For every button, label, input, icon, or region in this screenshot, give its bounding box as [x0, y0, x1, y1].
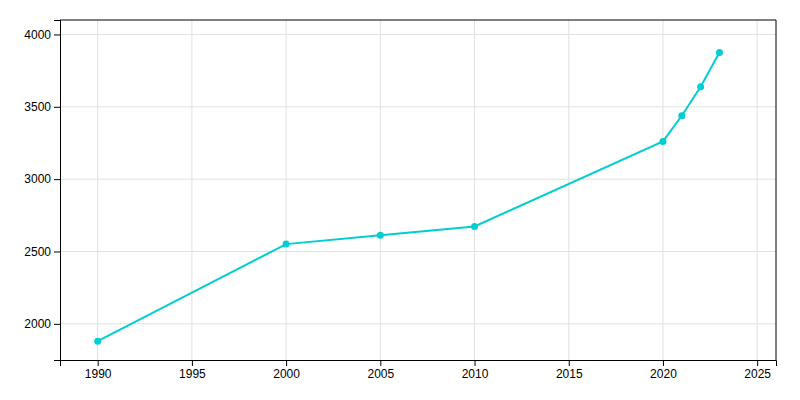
grid-line: [757, 20, 758, 360]
marker: [283, 241, 290, 248]
tick-label: 2020: [650, 367, 677, 381]
tick: 1995: [179, 360, 206, 381]
tick-mark: [475, 360, 476, 366]
tick: 2010: [462, 360, 489, 381]
tick-label: 2500: [24, 245, 51, 259]
tick-label: 3500: [24, 100, 51, 114]
tick: 2005: [367, 360, 394, 381]
axis-line: [61, 361, 777, 367]
line: [98, 52, 720, 341]
grid-line: [60, 251, 776, 252]
marks: [94, 49, 723, 345]
tick-label: 2005: [367, 367, 394, 381]
tick-mark: [569, 360, 570, 366]
marker: [471, 223, 478, 230]
tick-label: 1995: [179, 367, 206, 381]
frame-line: [60, 20, 776, 21]
grid-line: [60, 179, 776, 180]
tick-mark: [54, 324, 60, 325]
tick-mark: [54, 107, 60, 108]
grid-line: [60, 34, 776, 35]
tick-mark: [380, 360, 381, 366]
marker: [697, 83, 704, 90]
tick-mark: [286, 360, 287, 366]
grid-line: [568, 20, 569, 360]
tick-label: 3000: [24, 172, 51, 186]
grid-line: [474, 20, 475, 360]
tick-label: 2025: [744, 367, 771, 381]
tick: 2000: [24, 317, 60, 331]
grid-line: [60, 323, 776, 324]
tick: 2500: [24, 245, 60, 259]
grid-line: [380, 20, 381, 360]
tick: 2015: [556, 360, 583, 381]
grid-line: [662, 20, 663, 360]
marker: [716, 49, 723, 56]
tick-mark: [54, 251, 60, 252]
marker: [94, 338, 101, 345]
marker: [678, 112, 685, 119]
y-axis: 2000 2500 3000 3500 4000: [24, 21, 60, 361]
marker: [659, 138, 666, 145]
tick: 4000: [24, 28, 60, 42]
grid-line: [191, 20, 192, 360]
tick-label: 4000: [24, 28, 51, 42]
tick: 2000: [273, 360, 300, 381]
tick: 2025: [744, 360, 771, 381]
grid-line: [286, 20, 287, 360]
tick: 3500: [24, 100, 60, 114]
marker: [377, 232, 384, 239]
x-axis: 1990 1995 2000 2005 2010 2015 2020 2025: [61, 360, 777, 381]
plot-area: 1990 1995 2000 2005 2010 2015 2020 2025 2000 2500…: [24, 20, 776, 381]
tick-mark: [757, 360, 758, 366]
tick: 2020: [650, 360, 677, 381]
frame-line: [776, 20, 777, 360]
grid-line: [97, 20, 98, 360]
tick-mark: [54, 34, 60, 35]
tick-mark: [54, 179, 60, 180]
tick: 1990: [85, 360, 112, 381]
tick-mark: [192, 360, 193, 366]
grid: [60, 20, 776, 360]
tick-label: 2000: [273, 367, 300, 381]
tick-label: 1990: [85, 367, 112, 381]
tick-mark: [98, 360, 99, 366]
tick-label: 2015: [556, 367, 583, 381]
axis-line: [54, 21, 61, 361]
grid-line: [60, 106, 776, 107]
tick: 3000: [24, 172, 60, 186]
chart: 1990 1995 2000 2005 2010 2015 2020 2025 2000 2500…: [0, 0, 800, 400]
tick-label: 2010: [462, 367, 489, 381]
tick-label: 2000: [24, 317, 51, 331]
tick-mark: [663, 360, 664, 366]
